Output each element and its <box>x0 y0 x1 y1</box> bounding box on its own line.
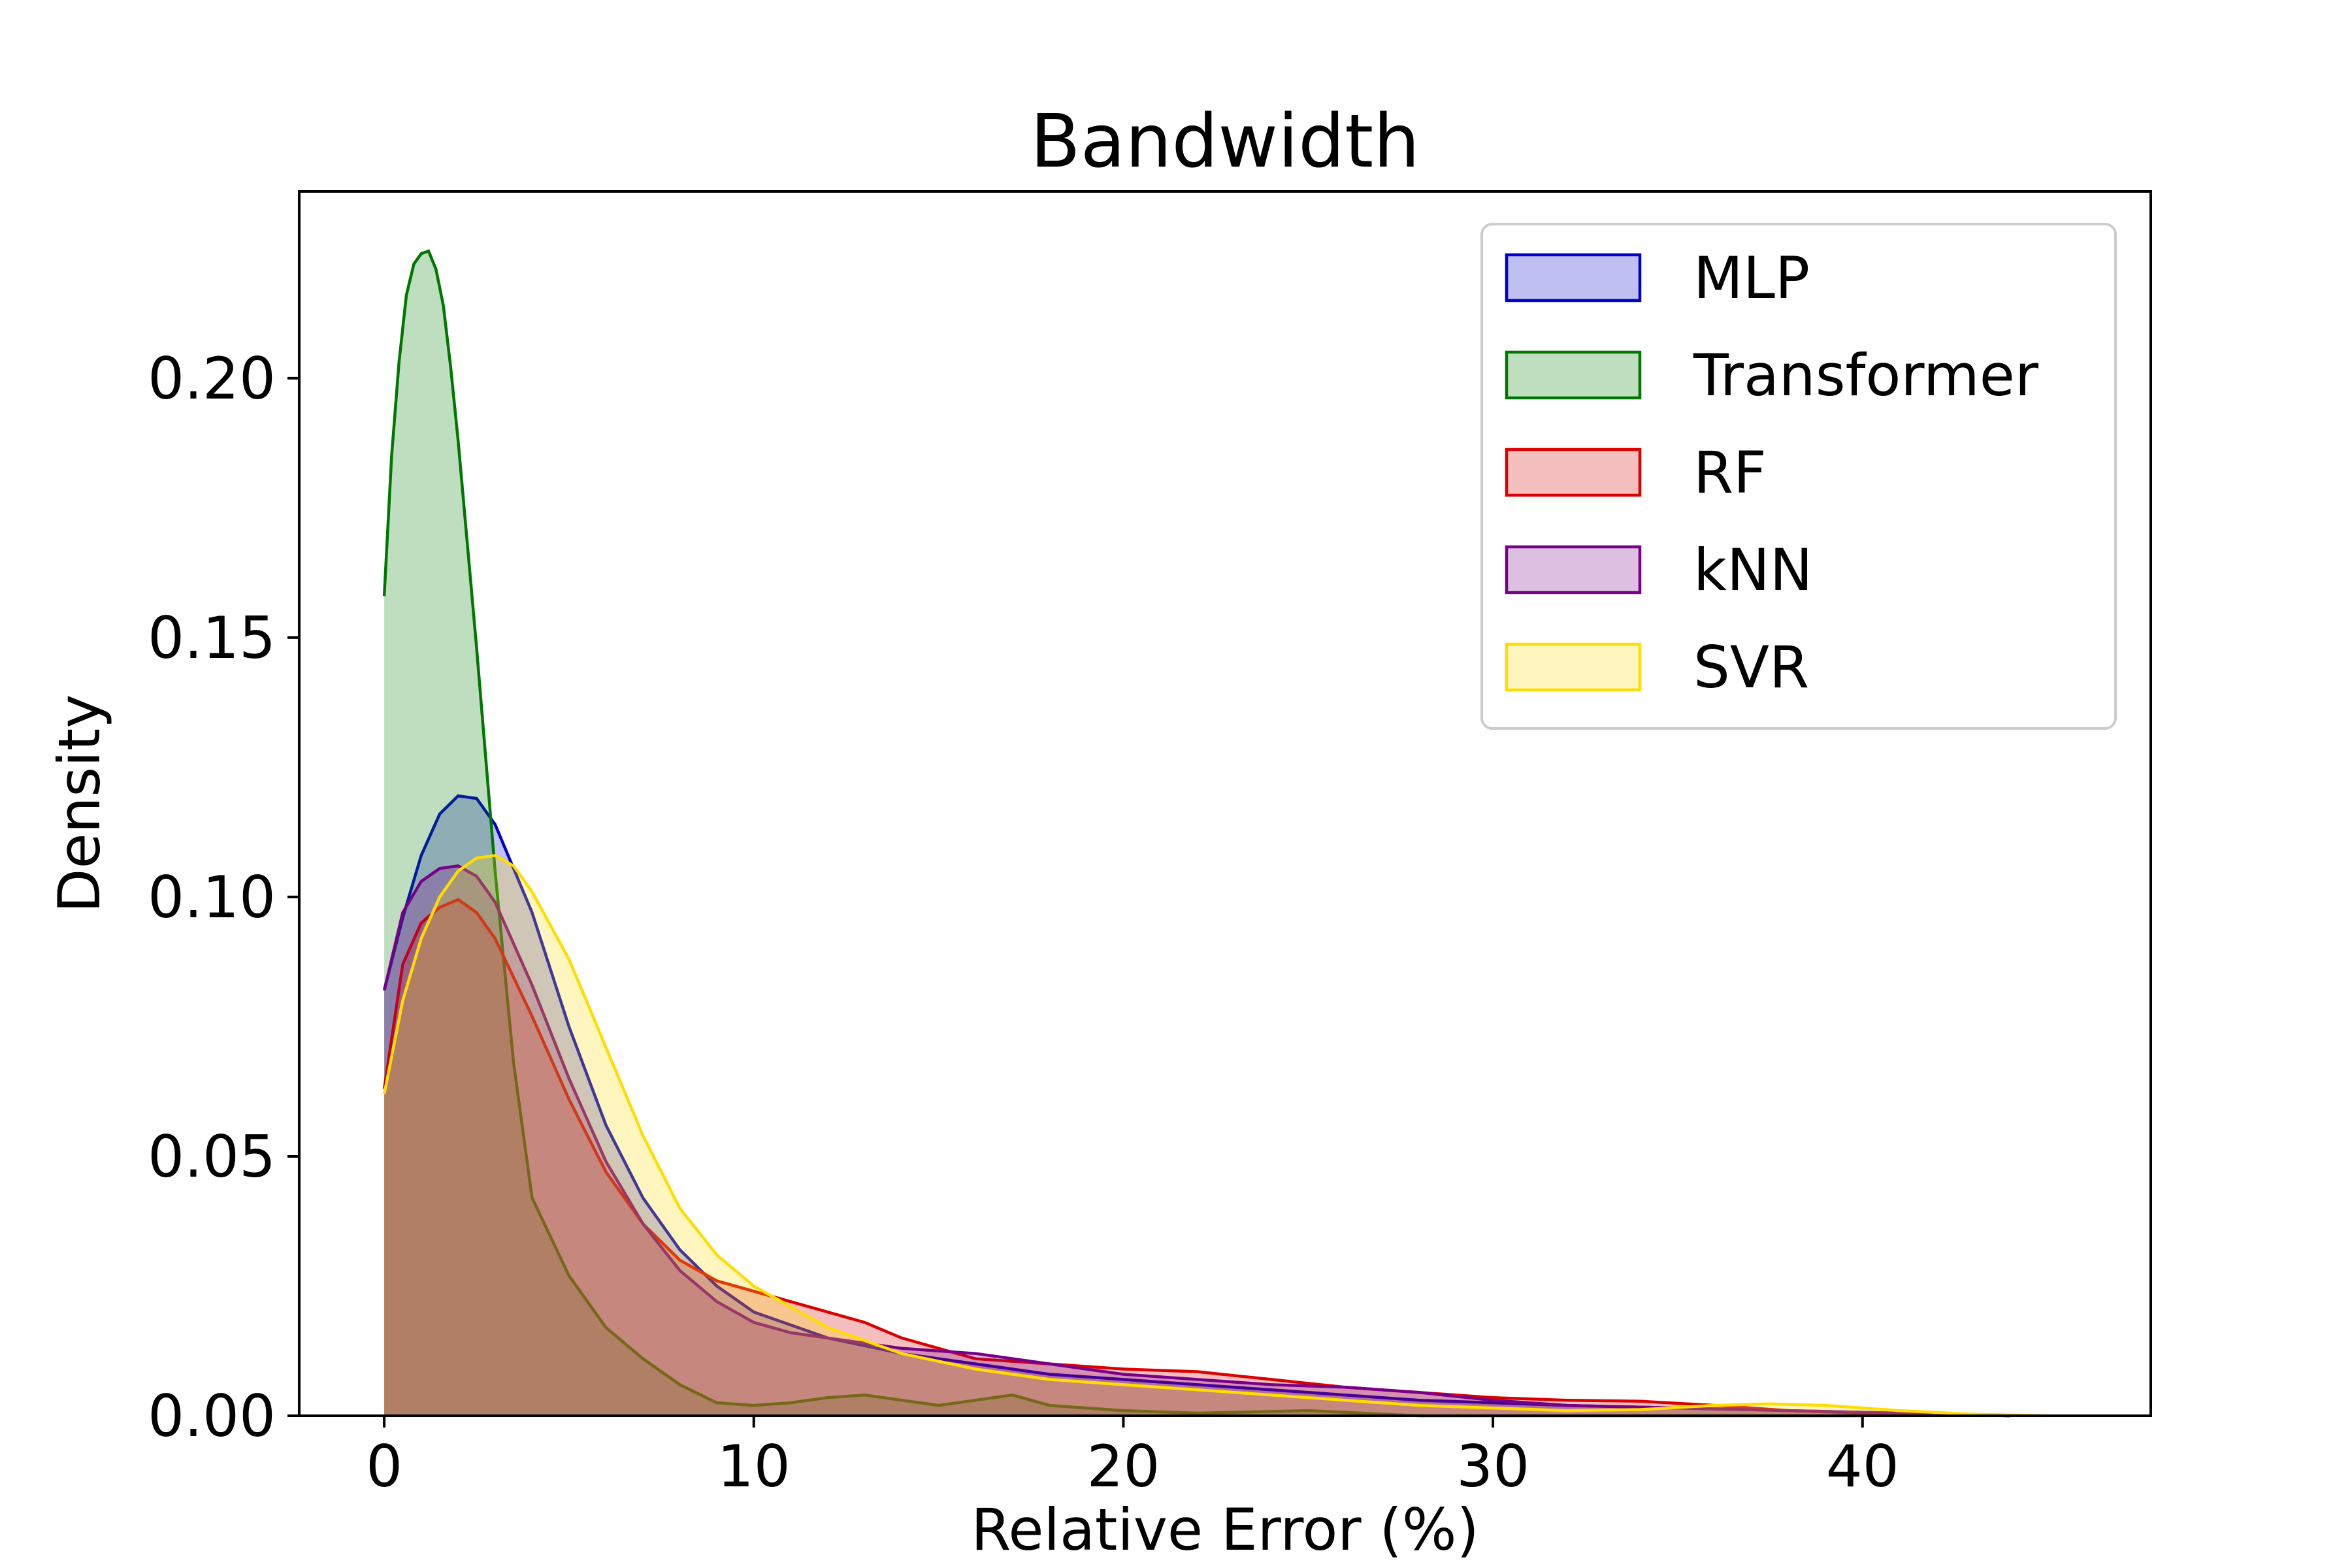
series-transformer-area <box>384 251 1863 1416</box>
legend: MLP Transformer RF kNN SVR <box>1480 223 2117 730</box>
legend-swatch-transformer <box>1505 350 1642 400</box>
legend-label-transformer: Transformer <box>1693 342 2039 409</box>
legend-frame <box>1480 223 2117 730</box>
series-knn-area <box>384 866 2010 1416</box>
y-tick-label: 0.15 <box>148 604 276 672</box>
series-knn-line <box>382 864 2011 1418</box>
plot-frame <box>298 190 2152 1417</box>
series-rf-area <box>384 899 2010 1416</box>
series-svr-area <box>384 855 2048 1416</box>
x-axis: 0 10 20 30 40 <box>366 1416 1899 1500</box>
x-tick-label: 30 <box>1456 1433 1529 1500</box>
legend-swatch-rf <box>1505 448 1642 497</box>
x-tick-label: 40 <box>1826 1433 1899 1500</box>
x-tick-label: 10 <box>717 1433 791 1500</box>
legend-swatch-mlp <box>1505 253 1642 302</box>
plot-area <box>382 249 2048 1418</box>
series-transformer-line <box>382 249 1863 1418</box>
legend-label-svr: SVR <box>1693 634 1809 701</box>
legend-swatch-svr <box>1505 642 1642 692</box>
legend-label-mlp: MLP <box>1693 244 1810 312</box>
y-axis-label: Density <box>46 694 113 913</box>
y-tick-label: 0.05 <box>148 1123 276 1190</box>
series-mlp-area <box>384 796 2010 1416</box>
legend-label-knn: kNN <box>1693 536 1813 604</box>
x-tick-label: 0 <box>366 1433 402 1500</box>
legend-swatch-knn <box>1505 545 1642 595</box>
y-tick-label: 0.20 <box>148 345 276 412</box>
x-axis-label: Relative Error (%) <box>971 1496 1479 1563</box>
chart-title: Bandwidth <box>1030 99 1420 184</box>
y-tick-label: 0.10 <box>148 864 276 931</box>
y-axis: 0.00 0.05 0.10 0.15 0.20 <box>148 345 299 1450</box>
x-tick-label: 20 <box>1086 1433 1160 1500</box>
series-rf-line <box>382 898 2011 1418</box>
series-svr-line <box>382 854 2048 1418</box>
y-tick-label: 0.00 <box>148 1382 276 1450</box>
legend-label-rf: RF <box>1693 439 1767 506</box>
